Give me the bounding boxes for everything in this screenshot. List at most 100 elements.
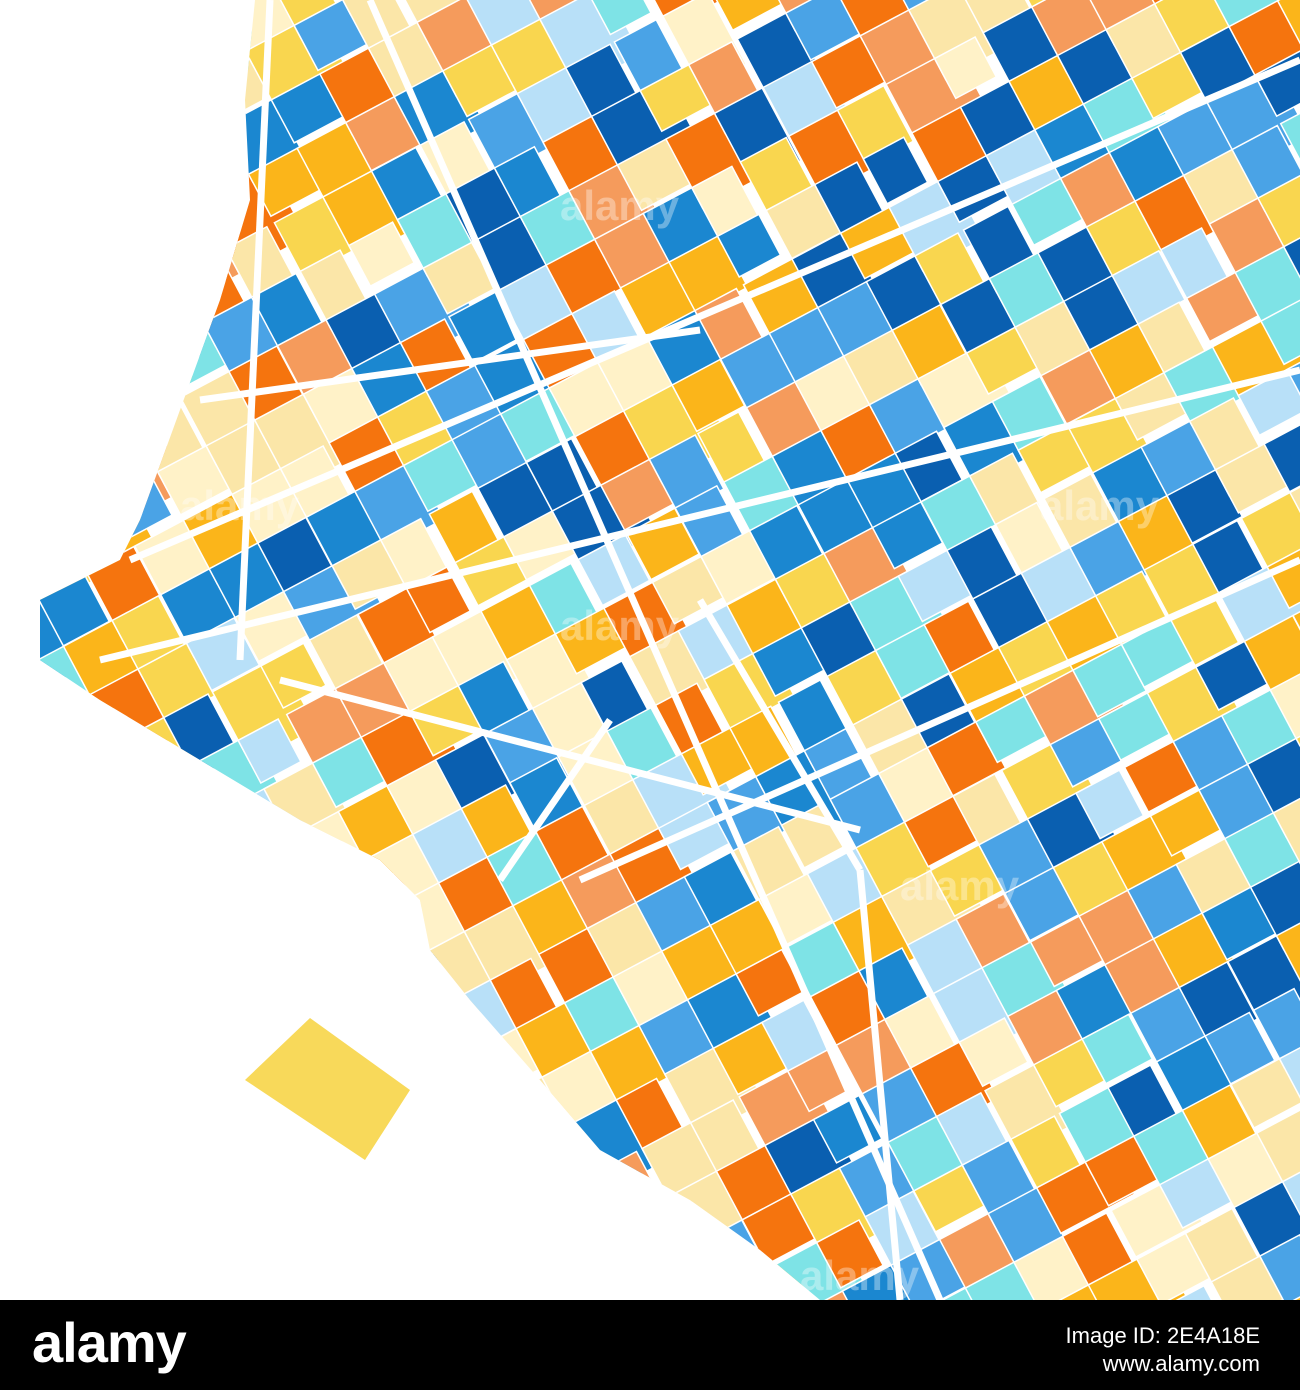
district (518, 1127, 599, 1221)
watermark: alamy (800, 1252, 920, 1299)
district (1249, 849, 1300, 951)
district (472, 1275, 553, 1300)
district (259, 642, 328, 710)
district (346, 1143, 453, 1251)
district (1165, 468, 1244, 545)
map: alamy alamy alamy alamy alamy alamy (0, 0, 1300, 1300)
district (0, 495, 36, 600)
district (40, 1026, 84, 1133)
district (191, 861, 273, 945)
district (862, 136, 929, 205)
district (249, 1191, 356, 1288)
district (40, 792, 59, 889)
district (40, 1273, 82, 1300)
district (53, 242, 145, 324)
district (291, 936, 375, 1034)
district (240, 839, 317, 924)
district (0, 1115, 25, 1184)
district (40, 298, 48, 395)
district (49, 1053, 140, 1134)
district (40, 954, 98, 1049)
district (40, 894, 95, 975)
district (40, 416, 64, 522)
district (40, 396, 99, 492)
district (40, 170, 57, 274)
district (223, 1147, 314, 1225)
footer-meta: Image ID: 2E4A18E www.alamy.com (1066, 1322, 1260, 1378)
district (171, 1051, 261, 1129)
district (1258, 1233, 1300, 1300)
district (792, 1278, 898, 1300)
district (0, 1177, 27, 1261)
district (40, 0, 100, 28)
district (69, 0, 168, 8)
district (1266, 544, 1300, 610)
district (1240, 484, 1300, 570)
district (1253, 49, 1300, 118)
district (395, 1130, 467, 1205)
district (958, 1017, 1029, 1088)
watermark: alamy (900, 862, 1020, 909)
district (0, 746, 33, 846)
district (91, 789, 184, 893)
district (1075, 769, 1145, 840)
district (1276, 0, 1300, 59)
district (1228, 0, 1300, 99)
district (1111, 249, 1187, 326)
url: www.alamy.com (1102, 1351, 1260, 1376)
district (0, 931, 32, 1038)
district (76, 170, 174, 274)
district (40, 18, 109, 128)
district (98, 98, 196, 204)
district (1260, 283, 1300, 366)
district (0, 612, 38, 700)
district (644, 1240, 726, 1300)
district (587, 0, 653, 36)
district (101, 223, 182, 301)
district (197, 1099, 298, 1199)
district (40, 1163, 65, 1260)
district (1071, 643, 1148, 718)
district (1012, 1229, 1115, 1300)
district (45, 939, 132, 1033)
district (103, 1285, 174, 1300)
district (40, 0, 52, 75)
district (72, 41, 172, 131)
district (100, 1146, 212, 1254)
district (275, 1245, 382, 1300)
district (149, 1126, 247, 1223)
district (372, 1206, 438, 1271)
district (120, 963, 193, 1036)
district (194, 989, 272, 1077)
district (340, 909, 410, 976)
pier (245, 1018, 410, 1160)
district (40, 338, 93, 450)
district (933, 36, 998, 100)
district (146, 1013, 220, 1089)
district (1279, 89, 1300, 172)
district (175, 1171, 285, 1283)
image-id: Image ID: 2E4A18E (1065, 1323, 1260, 1348)
district (217, 899, 316, 988)
district (1081, 1013, 1154, 1085)
district (0, 696, 8, 794)
district (323, 1219, 431, 1300)
district (1252, 987, 1300, 1069)
district (0, 372, 25, 463)
watermarks: alamy alamy alamy alamy alamy alamy (180, 182, 1160, 1299)
district (200, 1220, 306, 1300)
district (65, 741, 141, 815)
district (121, 13, 219, 96)
district (40, 218, 75, 307)
district (1272, 774, 1300, 870)
district (68, 858, 153, 934)
district (1234, 237, 1300, 325)
district (1255, 1107, 1300, 1203)
district (0, 318, 5, 405)
district (266, 879, 352, 961)
district (0, 1063, 16, 1155)
district (40, 1015, 110, 1115)
district (94, 902, 206, 1015)
district (392, 996, 491, 1093)
